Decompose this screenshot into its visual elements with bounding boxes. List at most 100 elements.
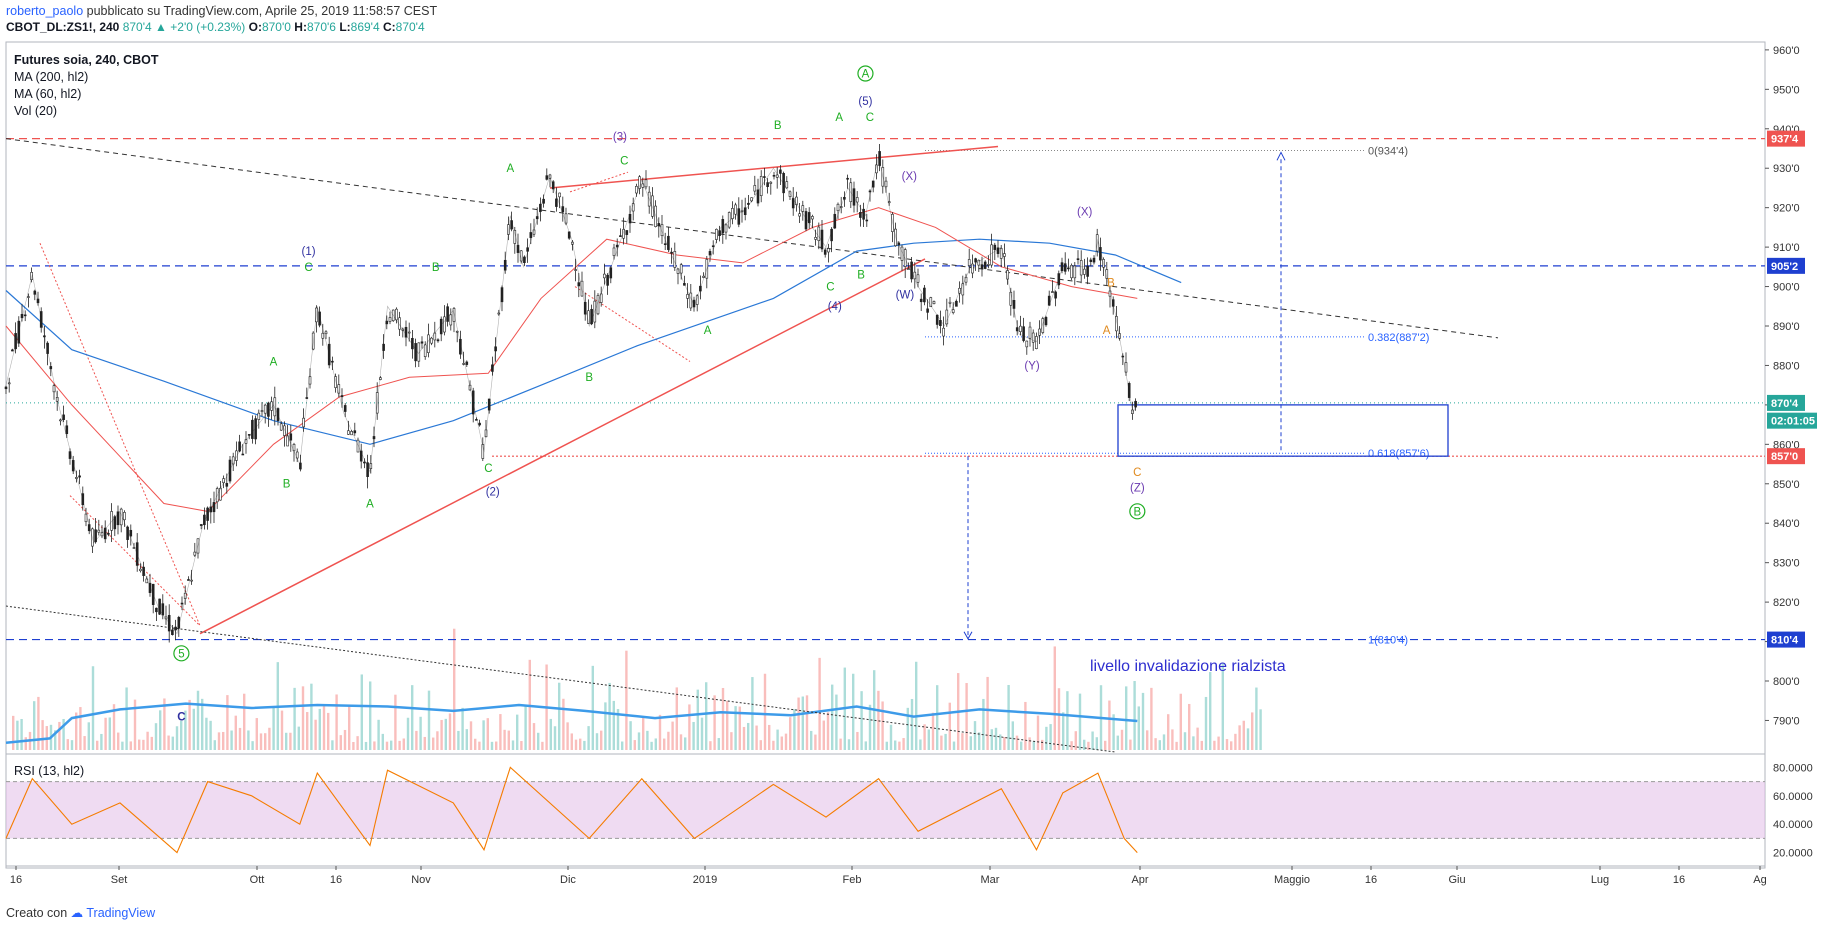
candle-body (743, 207, 747, 216)
volume-bar (432, 737, 435, 750)
volume-bar (62, 718, 65, 750)
volume-bar (474, 738, 477, 750)
volume-bar (889, 724, 893, 750)
candle-body (369, 463, 373, 469)
wave-label: B (432, 262, 440, 274)
volume-bar (558, 682, 561, 750)
price-badge (1767, 631, 1805, 648)
volume-bar (1108, 700, 1111, 750)
volume-bar (789, 717, 792, 750)
channel-line-dec (574, 286, 691, 362)
candle-body (385, 320, 389, 325)
candle-body (1099, 247, 1102, 261)
candle-body (324, 331, 328, 335)
candle-body (929, 297, 933, 307)
candle-body (606, 274, 609, 286)
candle-body (110, 511, 113, 531)
candle-body (756, 189, 760, 204)
candle-body (679, 264, 683, 274)
time-tick-label: 16 (1365, 874, 1377, 886)
volume-bar (511, 740, 515, 750)
volume-bar (419, 716, 422, 750)
candle-body (1115, 316, 1118, 332)
candle-body (71, 460, 75, 472)
candle-body (801, 205, 805, 212)
volume-bar (163, 698, 166, 750)
candle-body (529, 232, 533, 238)
volume-bar (469, 721, 473, 750)
volume-bar (259, 733, 263, 750)
candle-body (103, 527, 107, 540)
volume-bar (1150, 687, 1153, 750)
volume-bar (272, 707, 275, 750)
volume-bar (1007, 684, 1010, 750)
volume-bar (826, 712, 830, 750)
candle-body (804, 211, 808, 230)
candle-body (564, 213, 568, 224)
volume-bar (1246, 728, 1250, 750)
volume-bar (637, 732, 641, 750)
volume-bar (364, 741, 368, 750)
candle-body (84, 513, 88, 523)
candle-body (782, 172, 785, 194)
candle-body (855, 197, 859, 203)
fib-level-label: 0.382(887'2) (1368, 332, 1429, 344)
volume-bar (70, 740, 74, 750)
candle-body (999, 248, 1003, 259)
candle-body (596, 295, 600, 315)
volume-bar (1146, 730, 1149, 750)
candle-body (398, 317, 401, 330)
candle-body (983, 261, 987, 269)
candle-body (1073, 265, 1077, 279)
price-badge-label: 810'4 (1771, 635, 1799, 647)
ma60-line (5, 207, 1138, 512)
volume-bar (931, 712, 935, 750)
candle-body (507, 224, 510, 235)
volume-bar (41, 720, 44, 750)
author-link[interactable]: roberto_paolo (6, 4, 84, 18)
price-tick-label: 890'0 (1773, 321, 1800, 333)
price-line (5, 156, 1138, 635)
volume-bar (709, 741, 712, 750)
candle-body (347, 430, 350, 435)
volume-bar (159, 710, 162, 750)
candle-body (270, 401, 273, 411)
candle-body (1006, 270, 1009, 280)
candle-body (23, 314, 27, 317)
trendline-support (199, 258, 926, 635)
volume-bar (982, 698, 985, 750)
candle-body (763, 176, 766, 178)
volume-bar (1259, 709, 1262, 750)
wave-label: (5) (858, 96, 872, 108)
price-badge (1767, 448, 1805, 465)
candle-body (225, 483, 229, 487)
candle-body (235, 450, 238, 461)
volume-bar (339, 735, 342, 750)
volume-bar (79, 707, 82, 750)
candle-body (33, 290, 37, 295)
candle-body (452, 308, 456, 322)
candle-body (334, 376, 337, 388)
candle-body (340, 395, 344, 398)
candle-body (363, 461, 366, 464)
volume-bar (1204, 696, 1208, 750)
candle-body (974, 258, 977, 263)
candle-body (500, 287, 504, 303)
price-badge-label: 02:01:05 (1771, 416, 1815, 428)
candle-body (267, 402, 270, 417)
wave-label: (W) (896, 289, 915, 301)
volume-bar (973, 721, 977, 750)
candle-body (894, 228, 897, 247)
wave-label: B (283, 479, 291, 491)
volume-bar (335, 694, 338, 750)
volume-bar (54, 730, 57, 750)
candle-body (497, 312, 501, 315)
price-tick-label: 840'0 (1773, 518, 1800, 530)
candle-body (59, 419, 62, 422)
volume-bar (238, 727, 242, 750)
wave-label: C (177, 711, 185, 723)
tradingview-brand[interactable]: TradingView (86, 906, 156, 920)
volume-bar (360, 674, 363, 750)
candle-body (897, 242, 901, 246)
